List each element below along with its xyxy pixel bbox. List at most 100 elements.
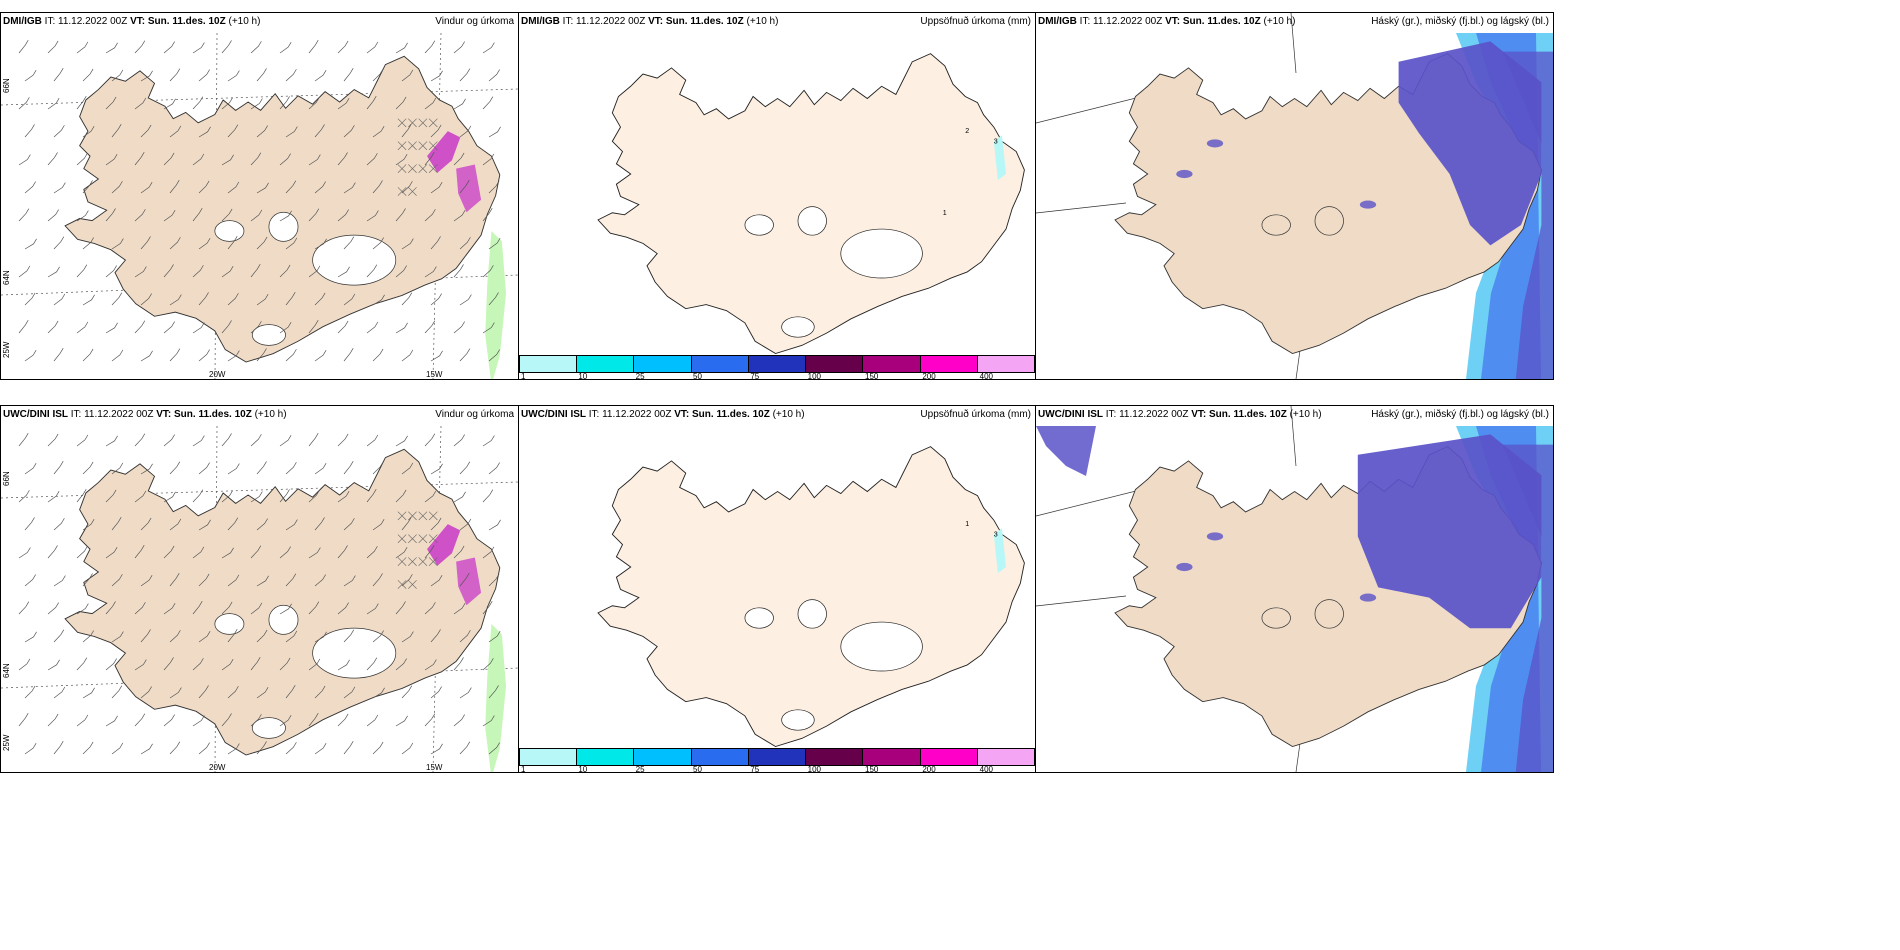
colorbar-segment: [920, 749, 978, 765]
wind-barb: [314, 517, 325, 531]
wind-barb: [343, 347, 354, 362]
panel-title: Vindur og úrkoma: [435, 16, 514, 27]
wind-barb: [134, 433, 146, 447]
colorbar-tick-label: 200: [922, 372, 936, 380]
wind-barb: [279, 96, 290, 110]
wind-barb: [111, 631, 124, 643]
wind-barb: [221, 154, 234, 166]
wind-map-svg: 66N 64N 25W 20W 15W: [1, 425, 518, 772]
wind-barb: [372, 573, 383, 587]
init-time: IT: 11.12.2022 00Z: [1105, 409, 1189, 420]
wind-barb: [169, 741, 181, 755]
wind-barb: [250, 491, 263, 503]
precip-area: [485, 623, 507, 772]
wind-barb: [285, 349, 297, 362]
wind-barb: [401, 742, 414, 755]
colorbar-segment: [806, 749, 864, 765]
hatch-mark: [428, 511, 438, 521]
wind-barb: [308, 154, 321, 166]
wind-barb: [488, 238, 501, 250]
wind-barb: [47, 491, 60, 503]
wind-barb: [76, 210, 89, 222]
wind-barb: [279, 210, 292, 222]
wind-barb: [482, 435, 495, 447]
wind-barb: [308, 319, 319, 334]
init-time: IT: 11.12.2022 00Z: [44, 16, 128, 27]
hatch-mark: [418, 164, 428, 173]
glacier-outline: [1314, 206, 1344, 236]
valid-time: Sun. 11.des. 10Z: [692, 409, 770, 420]
hatch-mark: [408, 141, 417, 151]
wind-barb: [198, 180, 210, 194]
glacier-outline: [1261, 607, 1291, 629]
wind-barb: [430, 350, 443, 362]
wind-barb: [285, 69, 297, 82]
wind-barb: [198, 573, 210, 587]
valid-time-label: VT:: [130, 16, 146, 27]
wind-barb: [221, 40, 232, 54]
wind-barb: [169, 125, 182, 138]
colorbar-segment: [977, 749, 1034, 765]
wind-barb: [256, 182, 269, 194]
lead-time: (+10 h): [228, 16, 261, 27]
wind-barb: [337, 266, 350, 278]
wind-barb: [221, 320, 232, 334]
wind-barb: [395, 322, 408, 334]
wind-barb: [256, 236, 268, 250]
wind-barb: [314, 181, 326, 194]
wind-barb: [308, 547, 321, 559]
wind-barb: [430, 70, 443, 82]
latitude-label: 64N: [2, 270, 11, 285]
wind-barb: [192, 435, 205, 447]
colorbar-segment: [577, 749, 635, 765]
precip-map-svg: 13: [597, 446, 1025, 748]
wind-barb: [169, 572, 180, 587]
lead-time: (+10 h): [1289, 409, 1322, 420]
wind-barb: [250, 714, 262, 727]
wind-barb: [279, 435, 292, 447]
wind-barb: [140, 517, 152, 531]
wind-barb: [47, 659, 60, 671]
wind-barb: [18, 97, 30, 110]
wind-barb: [163, 321, 175, 334]
hatch-mark: [397, 118, 407, 128]
valid-time-label: VT:: [674, 409, 690, 420]
wind-barb: [482, 96, 494, 110]
wind-barb: [82, 294, 95, 306]
wind-barb: [198, 462, 210, 475]
wind-barb: [424, 151, 435, 166]
glacier: [781, 316, 815, 338]
wind-barb: [337, 320, 349, 334]
wind-barb: [47, 602, 59, 615]
longitude-label: 15W: [426, 370, 443, 379]
wind-barb: [24, 238, 37, 250]
wind-barb: [343, 460, 354, 475]
glacier: [214, 613, 245, 635]
colorbar-segment: [691, 749, 749, 765]
wind-barb: [111, 574, 123, 587]
hatch-mark: [428, 141, 438, 151]
longitude-label: 20W: [209, 370, 226, 379]
colorbar-tick-label: 100: [807, 372, 822, 380]
valid-time-label: VT:: [1165, 16, 1181, 27]
model-name: DMI/IGB: [521, 16, 560, 27]
wind-barb: [430, 517, 442, 531]
wind-barb: [134, 97, 147, 110]
wind-barb: [401, 238, 414, 250]
cloud-area: [1502, 444, 1553, 772]
wind-barb: [482, 322, 495, 334]
hatch-mark: [418, 141, 428, 151]
wind-barb: [424, 209, 436, 222]
wind-barb: [105, 154, 118, 166]
wind-barb: [343, 575, 356, 587]
hatch-mark: [408, 534, 417, 544]
cloud-area: [1036, 426, 1096, 476]
wind-barb: [47, 98, 60, 110]
wind-barb: [459, 125, 472, 138]
wind-barb: [256, 687, 269, 699]
wind-barb: [24, 743, 37, 755]
wind-barb: [111, 516, 122, 531]
precip-area: [485, 230, 507, 379]
wind-barb: [482, 489, 494, 503]
glacier: [268, 604, 299, 635]
